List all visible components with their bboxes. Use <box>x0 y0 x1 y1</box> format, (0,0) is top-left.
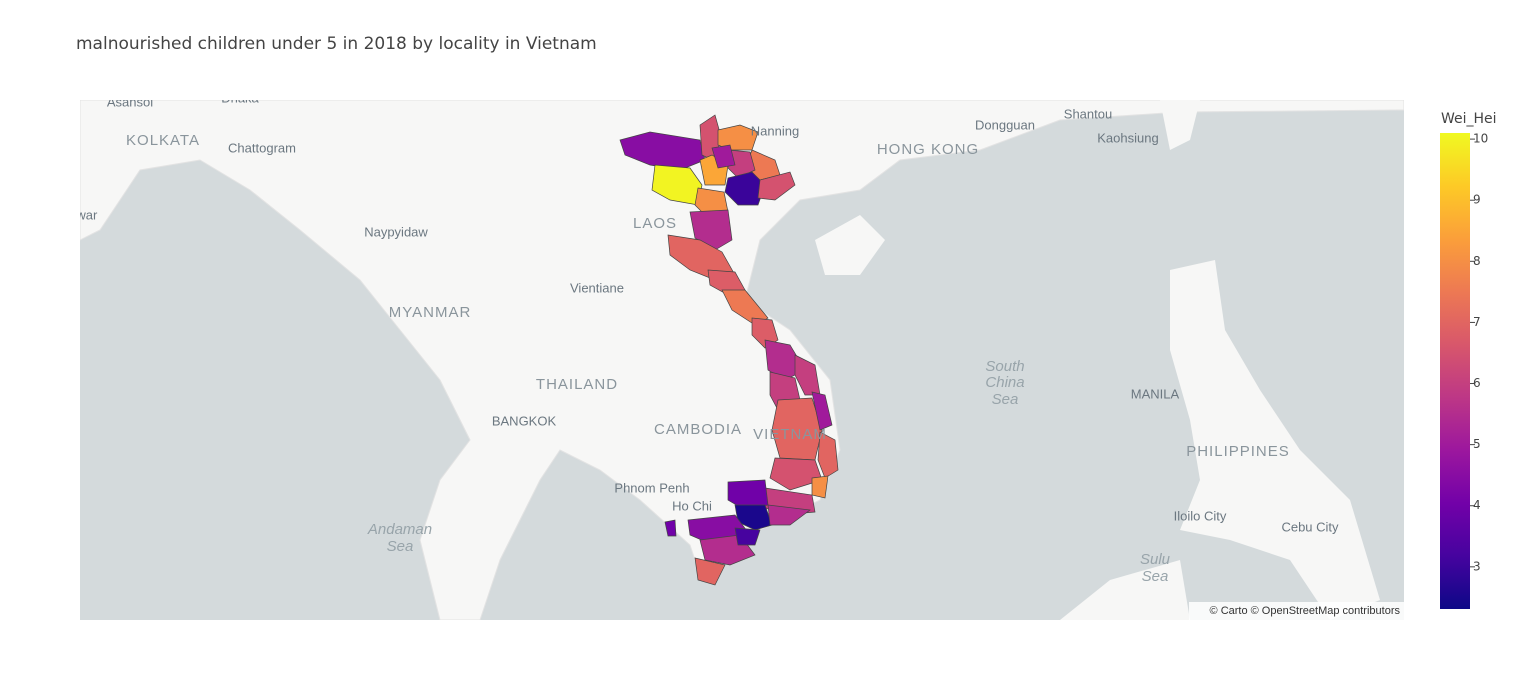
colorbar <box>1440 133 1470 609</box>
attribution-bg <box>1189 602 1404 620</box>
map-label: MYANMAR <box>389 304 472 321</box>
map-label: MANILA <box>1131 386 1180 401</box>
island <box>1170 260 1380 620</box>
province <box>811 475 829 499</box>
map-label: HONG KONG <box>877 141 979 158</box>
map-label: Phnom Penh <box>614 480 689 495</box>
map-label: Iloilo City <box>1174 508 1227 523</box>
province <box>711 144 736 169</box>
map-label: THAILAND <box>536 376 618 393</box>
province <box>767 504 811 526</box>
colorbar-tick-label: 8 <box>1473 254 1481 268</box>
map-label: CAMBODIA <box>654 421 742 438</box>
island <box>1160 100 1200 150</box>
map-label: Shantou <box>1064 106 1112 121</box>
map-label: Cebu City <box>1281 519 1339 534</box>
province <box>619 131 706 171</box>
map-label: Ho Chi <box>672 498 712 513</box>
province <box>817 431 839 479</box>
land <box>80 100 1404 620</box>
colorbar-tick-label: 9 <box>1473 193 1481 207</box>
chart-title: malnourished children under 5 in 2018 by… <box>76 34 597 54</box>
attribution: © Carto © OpenStreetMap contributors <box>1210 605 1401 617</box>
map-label: Sulu <box>1140 551 1171 568</box>
colorbar-tick-label: 5 <box>1473 437 1481 451</box>
map-label: Chattogram <box>228 140 296 155</box>
map-label: Andaman <box>367 521 432 538</box>
province <box>811 391 833 431</box>
colorbar-title: Wei_Hei <box>1441 111 1497 127</box>
province <box>769 457 823 491</box>
map-label: Dongguan <box>975 117 1035 132</box>
colorbar-tick-label: 4 <box>1473 498 1481 512</box>
province <box>757 171 796 201</box>
province <box>664 519 677 537</box>
map-label: LAOS <box>633 215 677 232</box>
island <box>1060 560 1190 620</box>
map-label: Sea <box>992 391 1019 408</box>
map-label: Vientiane <box>570 280 624 295</box>
map-label: Kaohsiung <box>1097 130 1158 145</box>
map-label: PHILIPPINES <box>1186 443 1290 460</box>
province <box>734 527 761 546</box>
island <box>815 215 885 275</box>
province <box>694 557 726 586</box>
colorbar-tick-label: 6 <box>1473 376 1481 390</box>
map-label: shwar <box>63 207 98 222</box>
map-label: Nanning <box>751 123 799 138</box>
map-label: VIETNAM <box>753 426 827 443</box>
province <box>724 171 766 206</box>
map-label: Dhaka <box>221 90 259 105</box>
map-label: Asansol <box>107 94 153 109</box>
map-label: BANGKOK <box>492 413 557 428</box>
map-label: Sea <box>387 538 414 555</box>
map-label: Naypyidaw <box>364 224 428 239</box>
colorbar-tick-label: 3 <box>1473 559 1481 573</box>
map-label: KOLKATA <box>126 132 200 149</box>
colorbar-tick-label: 10 <box>1473 132 1488 146</box>
colorbar-tick-label: 7 <box>1473 315 1481 329</box>
map-label: China <box>985 374 1024 391</box>
map: Asansol Dhaka KOLKATA Chattogram shwar Naypyi… <box>63 90 1404 620</box>
map-label: South <box>985 358 1024 375</box>
map-label: Sea <box>1142 568 1169 585</box>
